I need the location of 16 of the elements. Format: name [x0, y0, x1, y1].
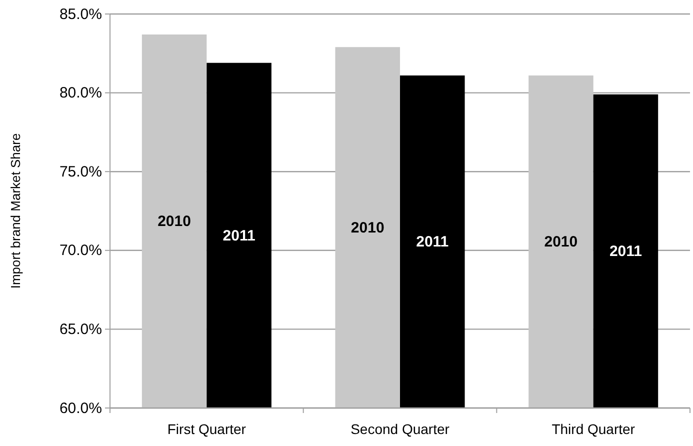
x-tick-label: First Quarter — [167, 421, 246, 437]
y-tick-label: 65.0% — [59, 321, 102, 338]
series-label: 2010 — [158, 213, 191, 230]
text: 2011 — [609, 243, 642, 260]
text: 2011 — [416, 234, 449, 251]
y-axis-title: Import brand Market Share — [8, 133, 23, 289]
y-tick-label: 60.0% — [59, 400, 102, 417]
x-tick-label: Third Quarter — [552, 421, 636, 437]
x-tick-label: Second Quarter — [350, 421, 450, 437]
y-tick-label: 80.0% — [59, 84, 102, 102]
text: 2010 — [544, 234, 578, 251]
y-tick-label: 75.0% — [59, 163, 102, 180]
y-tick-label: 85.0% — [59, 6, 102, 23]
y-tick-label: 70.0% — [59, 242, 102, 260]
series-label: 2011 — [222, 227, 256, 244]
text: 2010 — [350, 220, 384, 237]
